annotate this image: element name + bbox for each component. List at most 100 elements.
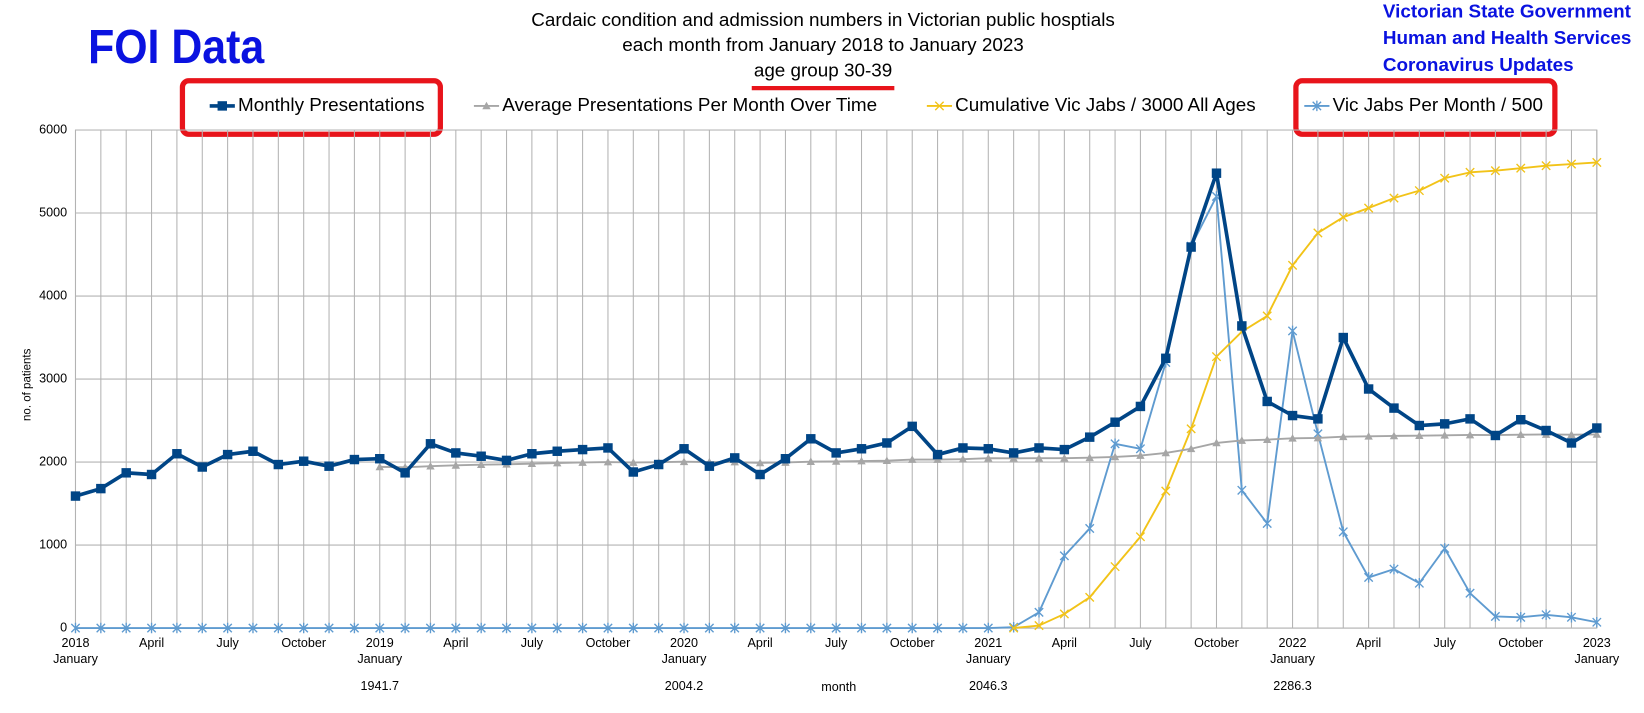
x-tick-label: July	[521, 636, 544, 650]
marker	[780, 454, 791, 464]
annotation: 2286.3	[1273, 679, 1311, 693]
marker	[1262, 311, 1272, 321]
marker	[1136, 451, 1145, 459]
marker	[1034, 454, 1044, 462]
marker	[1516, 430, 1525, 439]
marker	[70, 622, 81, 634]
marker	[451, 622, 461, 634]
marker	[1186, 242, 1196, 252]
marker	[298, 456, 309, 466]
x-tick-label: 2018	[61, 636, 89, 650]
x-tick-label: January	[53, 652, 98, 666]
marker	[172, 449, 182, 459]
x-tick-label: July	[216, 636, 239, 650]
marker	[1287, 325, 1298, 337]
marker	[476, 622, 486, 634]
marker	[146, 622, 157, 634]
series-line	[1013, 161, 1597, 629]
marker	[603, 622, 613, 634]
badge: FOI Data	[88, 20, 265, 74]
marker	[984, 454, 993, 462]
marker	[1161, 486, 1171, 496]
x-tick-label: July	[825, 636, 848, 650]
marker	[1339, 432, 1348, 441]
marker	[932, 622, 943, 634]
chart-title: each month from January 2018 to January …	[622, 34, 1024, 55]
marker	[1465, 430, 1475, 439]
marker	[806, 457, 815, 465]
marker	[1110, 561, 1120, 572]
marker	[1338, 212, 1348, 222]
marker	[1414, 577, 1425, 589]
marker	[1566, 612, 1577, 623]
x-tick-label: 2023	[1583, 636, 1611, 650]
marker	[1084, 432, 1095, 442]
marker	[882, 622, 892, 634]
marker	[603, 457, 613, 466]
marker	[1085, 523, 1095, 534]
y-tick-label: 1000	[39, 537, 67, 551]
marker	[1490, 611, 1501, 622]
marker	[501, 455, 512, 466]
marker	[1110, 438, 1120, 450]
marker	[1566, 438, 1577, 448]
marker	[1110, 452, 1120, 461]
marker	[426, 462, 435, 470]
marker	[628, 622, 638, 634]
marker	[1059, 444, 1070, 455]
marker	[1389, 431, 1399, 440]
source: Victorian State Government	[1383, 1, 1632, 22]
marker	[1135, 401, 1146, 412]
marker	[451, 461, 461, 469]
marker	[934, 101, 945, 111]
marker	[1414, 420, 1425, 431]
marker	[425, 439, 436, 449]
marker	[958, 454, 968, 463]
marker	[1211, 168, 1222, 178]
annotation: 2046.3	[969, 679, 1007, 693]
marker	[1262, 396, 1272, 407]
x-tick-label: April	[443, 636, 468, 650]
marker	[222, 449, 233, 460]
marker	[780, 622, 791, 634]
marker	[1440, 543, 1450, 554]
marker	[1592, 423, 1602, 433]
marker	[1008, 448, 1019, 458]
marker	[375, 622, 385, 634]
marker	[1313, 433, 1323, 442]
x-tick-label: October	[890, 636, 935, 650]
marker	[248, 622, 258, 634]
marker	[1338, 332, 1348, 343]
marker	[1034, 443, 1044, 453]
marker	[400, 468, 410, 478]
marker	[324, 461, 334, 471]
marker	[1060, 453, 1069, 462]
marker	[96, 483, 106, 494]
marker	[1389, 563, 1399, 575]
marker	[1085, 453, 1094, 462]
marker	[730, 622, 740, 634]
marker	[1008, 623, 1019, 633]
marker	[958, 443, 968, 453]
marker	[425, 622, 436, 634]
marker	[1287, 260, 1298, 271]
marker	[476, 460, 486, 469]
marker	[1237, 436, 1247, 444]
marker	[831, 448, 841, 458]
marker	[1212, 438, 1221, 447]
x-tick-label: April	[1052, 636, 1077, 650]
marker	[806, 434, 816, 444]
marker	[679, 457, 689, 466]
legend-item: Monthly Presentations	[209, 94, 425, 115]
x-tick-label: 2022	[1279, 636, 1307, 650]
marker	[121, 622, 131, 634]
marker	[299, 622, 309, 634]
marker	[679, 444, 689, 454]
marker	[1110, 417, 1120, 427]
annotation: 1941.7	[361, 679, 399, 693]
y-tick-label: 5000	[39, 205, 67, 219]
marker	[1186, 444, 1196, 453]
marker	[1516, 163, 1526, 173]
marker	[1440, 431, 1449, 439]
marker	[222, 622, 233, 634]
